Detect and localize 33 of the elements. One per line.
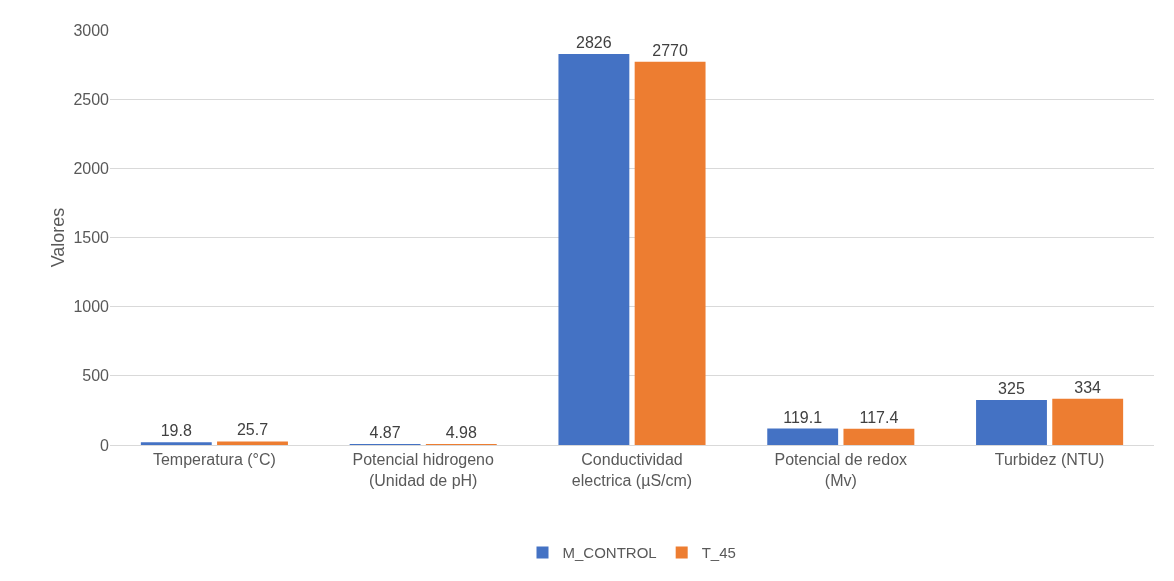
x-tick-label: Conductividad electrica (µS/cm) [571,451,693,489]
y-tick-label: 1500 [73,229,110,247]
data-label: 25.7 [236,421,269,439]
x-tick-label: Turbidez (NTU) [994,451,1105,469]
data-label: 334 [1074,378,1102,396]
bar [558,54,630,445]
data-label: 119.1 [783,408,823,426]
y-tick-label: 1000 [73,298,110,316]
y-axis-title: Valores [48,207,68,268]
y-tick-label: 0 [100,436,110,454]
data-label: 4.98 [445,424,477,441]
bar [767,428,839,445]
data-label: 325 [998,380,1025,398]
bar [843,428,915,445]
data-label: 4.87 [369,424,401,441]
y-tick-label: 3000 [73,21,110,39]
x-tick-label: Potencial hidrogeno (Unidad de pH) [352,451,495,489]
bar [634,61,706,445]
data-label: 2826 [576,34,612,52]
data-label: 19.8 [160,422,192,440]
y-tick-label: 2500 [73,90,110,108]
y-tick-label: 500 [82,367,110,385]
data-label: 2770 [652,41,688,59]
y-tick-label: 2000 [73,159,110,177]
bar [140,442,212,445]
x-tick-label: Temperatura (°C) [152,451,276,469]
data-label: 117.4 [859,408,899,426]
bar [1052,398,1124,445]
bar [217,441,288,445]
x-tick-label: Potencial de redox (Mv) [774,451,908,489]
legend-label: M_CONTROL [562,544,657,562]
legend-label: T_45 [701,544,736,562]
bar [976,400,1047,445]
